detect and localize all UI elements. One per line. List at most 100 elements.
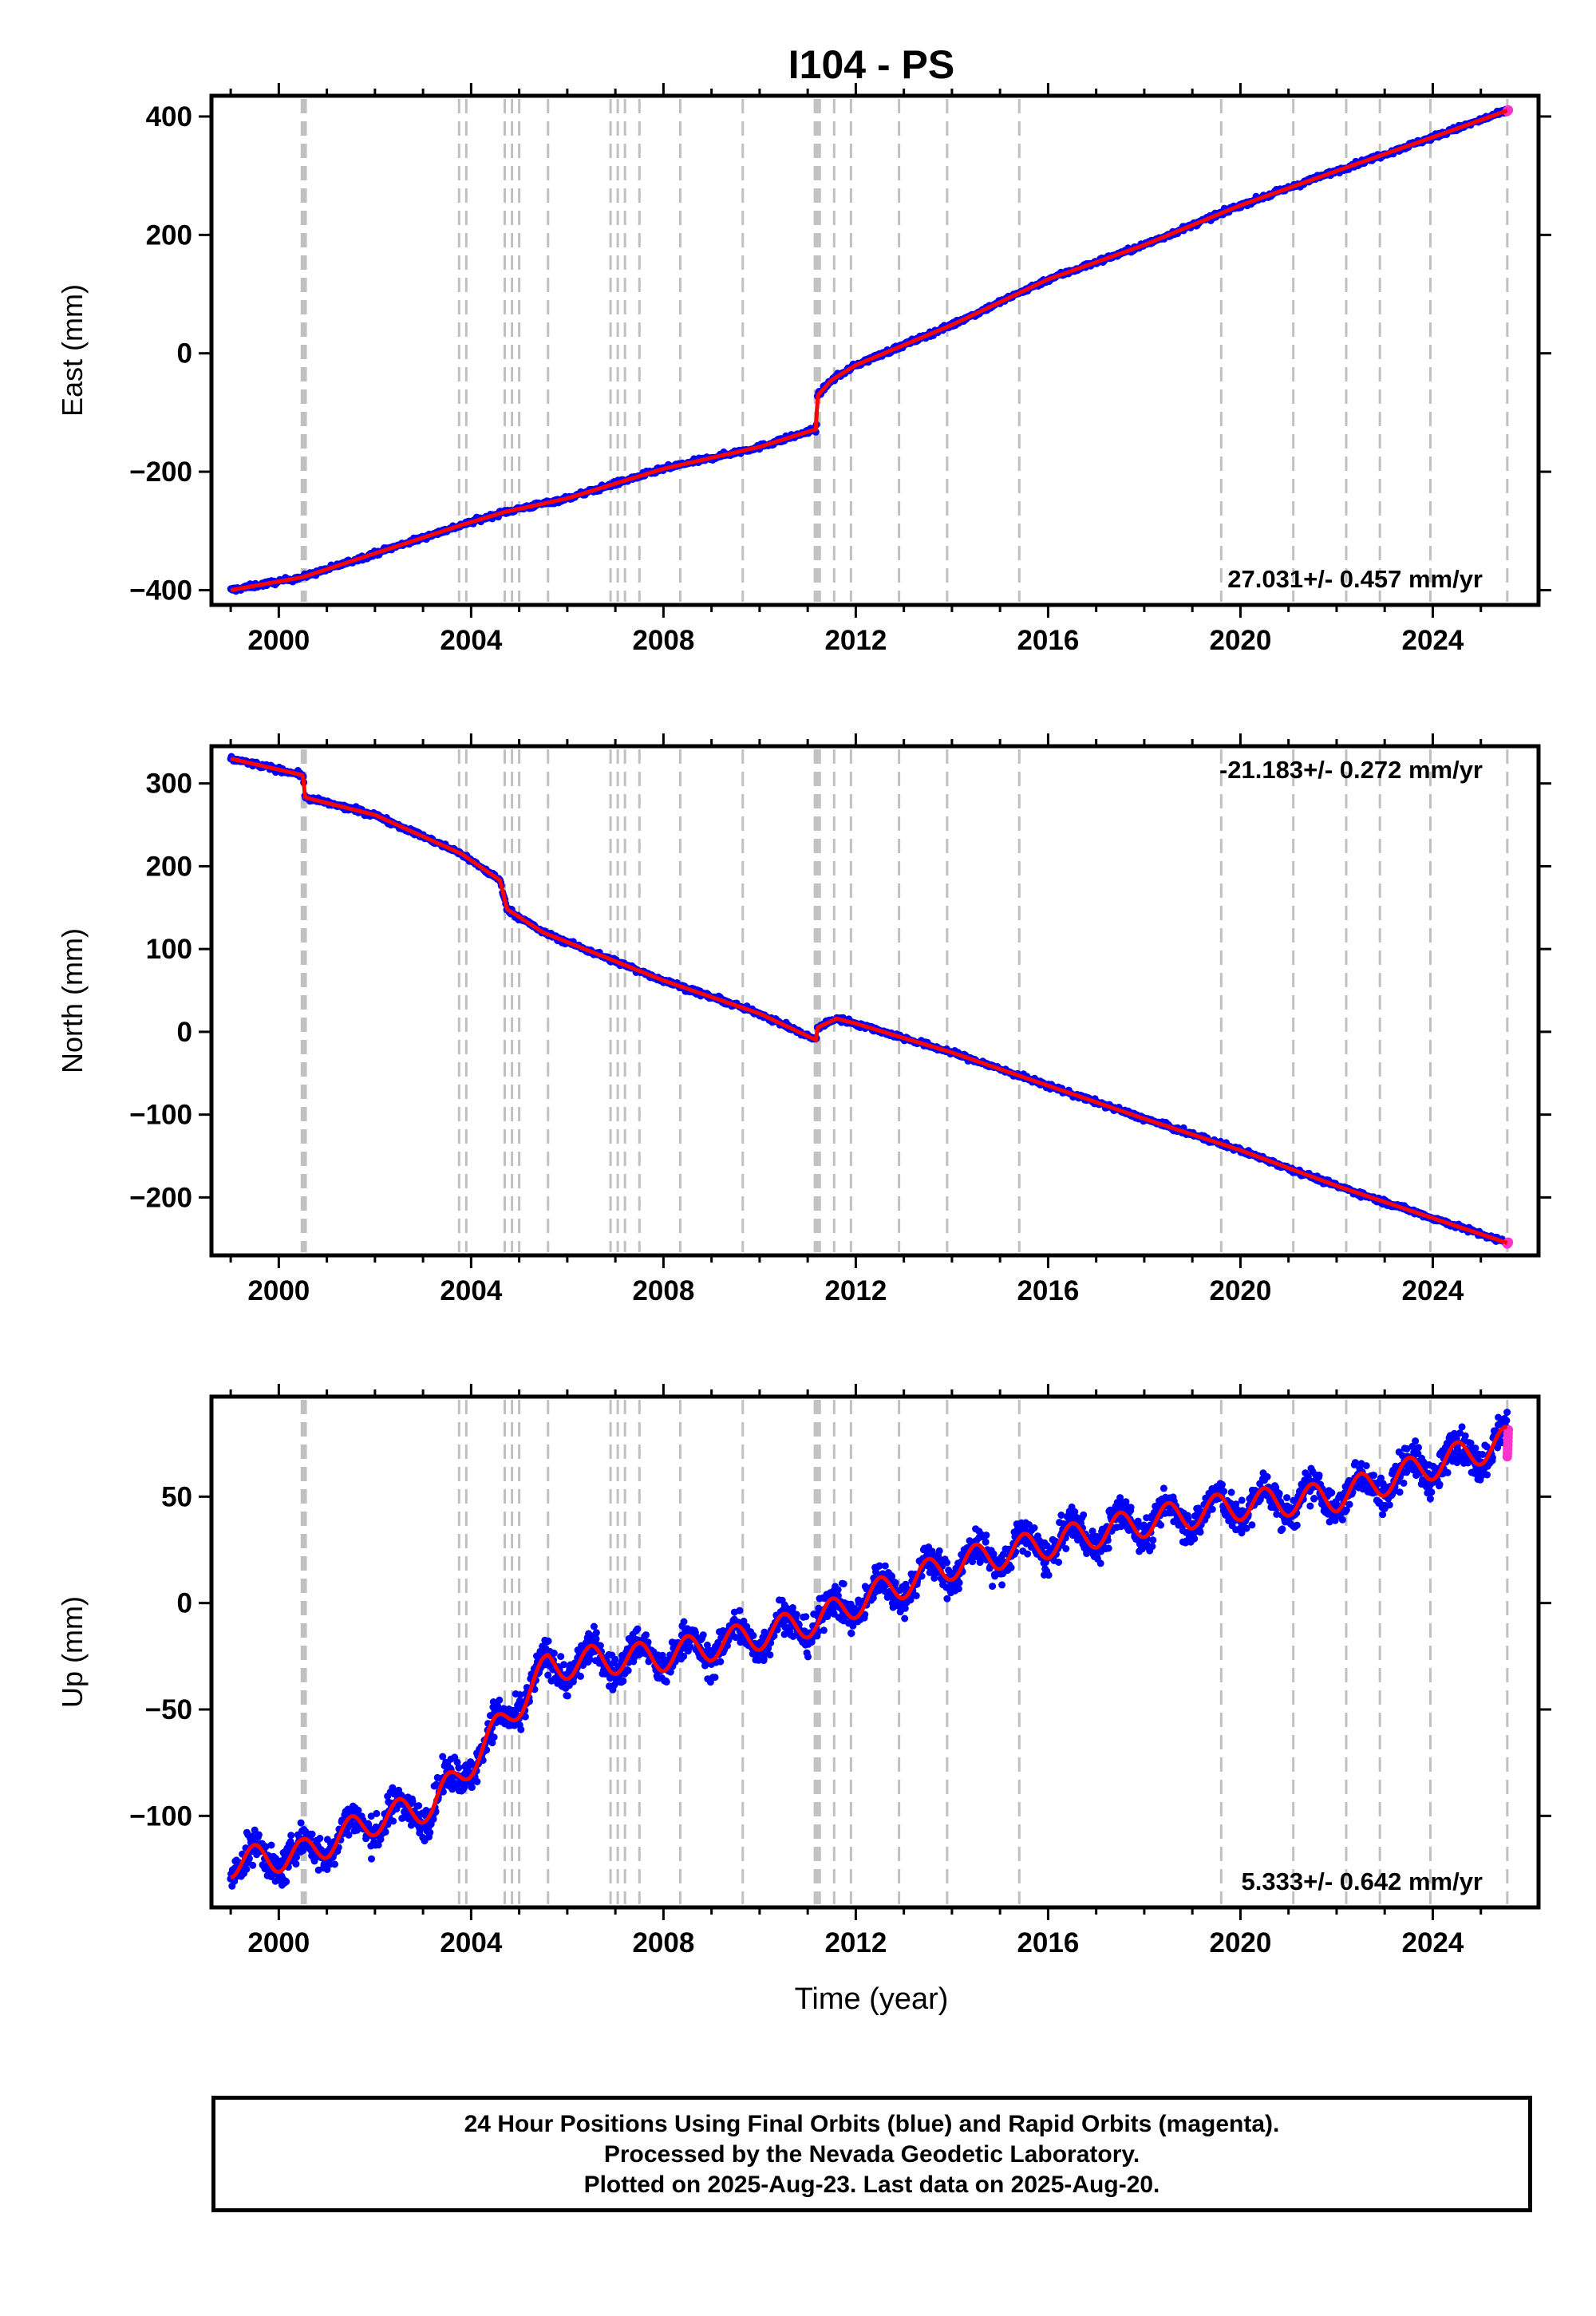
data-point — [455, 1764, 463, 1772]
x-tick-label: 2004 — [440, 1275, 502, 1306]
data-point — [680, 1652, 688, 1660]
data-point — [666, 1668, 674, 1676]
data-point — [488, 1739, 496, 1747]
data-point — [521, 1713, 529, 1721]
x-tick-label: 2008 — [632, 625, 694, 656]
data-point — [792, 1611, 800, 1618]
data-point — [766, 1651, 774, 1659]
plot-frame — [209, 744, 1541, 1258]
x-tick-label: 2016 — [1017, 625, 1079, 656]
data-point — [323, 1865, 331, 1873]
data-point — [935, 1547, 943, 1555]
data-point — [982, 1531, 990, 1539]
data-point — [249, 1861, 257, 1869]
data-point — [989, 1583, 997, 1591]
data-point — [316, 1835, 324, 1842]
data-point — [662, 1678, 670, 1686]
x-tick-label: 2024 — [1402, 1275, 1464, 1306]
data-point — [282, 1878, 290, 1886]
data-point — [982, 1538, 990, 1546]
data-point — [703, 1641, 711, 1649]
data-point — [483, 1746, 491, 1754]
data-point — [1080, 1511, 1088, 1519]
data-point — [954, 1585, 962, 1593]
data-point — [429, 1815, 437, 1823]
data-point — [381, 1828, 389, 1836]
rate-annotation: -21.183+/- 0.272 mm/yr — [1219, 756, 1483, 784]
y-tick-label: 200 — [146, 851, 192, 882]
data-point — [760, 1655, 768, 1663]
model-line — [230, 109, 1508, 592]
data-point — [267, 1841, 275, 1849]
data-point — [243, 1865, 251, 1873]
rapid-point — [1503, 1237, 1514, 1247]
data-point — [592, 1629, 600, 1637]
data-point — [943, 1595, 951, 1603]
data-point — [1096, 1559, 1104, 1567]
data-point — [644, 1638, 652, 1646]
x-tick-label: 2024 — [1402, 625, 1464, 656]
data-point — [619, 1677, 627, 1685]
data-point — [839, 1580, 847, 1588]
y-tick-label: −100 — [129, 1100, 192, 1131]
plot-frame — [209, 93, 1541, 607]
data-point — [577, 1672, 584, 1680]
data-point — [293, 1853, 300, 1861]
data-point — [516, 1691, 524, 1699]
data-point — [1024, 1550, 1032, 1558]
x-tick-label: 2020 — [1209, 1275, 1271, 1306]
y-tick-label: −400 — [129, 575, 192, 606]
y-tick-label: 300 — [146, 769, 192, 800]
data-point — [1104, 1544, 1112, 1552]
data-point — [354, 1806, 362, 1814]
data-point — [292, 1860, 300, 1868]
figure-title: I104 - PS — [788, 42, 954, 87]
data-point — [891, 1579, 899, 1587]
data-point — [490, 1733, 498, 1741]
data-point — [592, 1635, 600, 1643]
data-point — [331, 1860, 338, 1868]
data-point — [1055, 1559, 1063, 1566]
y-tick-label: 100 — [146, 934, 192, 965]
x-tick-label: 2000 — [247, 1275, 310, 1306]
data-point — [245, 1855, 253, 1863]
data-point — [345, 1831, 353, 1839]
data-point — [711, 1674, 719, 1682]
data-point — [998, 1581, 1006, 1589]
y-tick-label: 200 — [146, 219, 192, 251]
data-point — [847, 1630, 855, 1638]
data-point — [374, 1841, 382, 1849]
data-point — [262, 1843, 270, 1851]
data-point — [517, 1725, 525, 1733]
data-point — [624, 1666, 632, 1674]
data-point — [590, 1622, 598, 1630]
data-point — [596, 1642, 604, 1650]
y-axis-label: East (mm) — [56, 284, 89, 417]
data-point — [1007, 1563, 1015, 1571]
data-point — [468, 1784, 476, 1792]
data-point — [297, 1819, 305, 1827]
model-line — [230, 757, 1508, 1245]
data-point — [912, 1592, 920, 1599]
data-point — [1045, 1571, 1053, 1579]
data-point — [699, 1631, 707, 1639]
data-point — [389, 1817, 397, 1825]
y-tick-label: 0 — [177, 1017, 192, 1048]
x-tick-label: 2012 — [824, 1275, 887, 1306]
data-point — [820, 1626, 828, 1634]
x-tick-label: 2008 — [632, 1275, 694, 1306]
data-point — [473, 1777, 481, 1785]
data-point — [881, 1562, 889, 1570]
data-point — [680, 1618, 688, 1626]
data-point — [1127, 1504, 1135, 1512]
data-point — [586, 1656, 594, 1663]
data-point — [544, 1637, 552, 1645]
data-point — [736, 1607, 744, 1614]
up-panel: 2000 2004 2008 2012 2016 2020 2024−100−50050Up… — [56, 1384, 1551, 1958]
y-tick-label: −200 — [129, 1182, 192, 1213]
data-point — [368, 1855, 375, 1863]
rate-annotation: 27.031+/- 0.457 mm/yr — [1227, 565, 1483, 593]
y-tick-label: 0 — [177, 338, 192, 370]
data-point — [901, 1614, 909, 1622]
